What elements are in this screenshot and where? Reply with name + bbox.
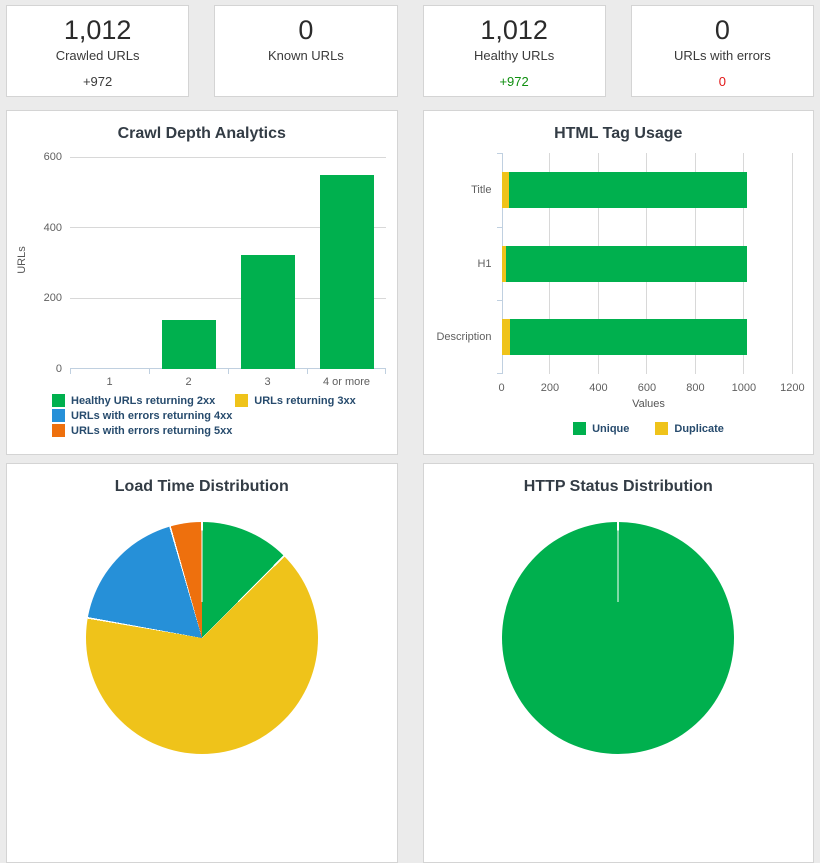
category-label-title: Title (471, 183, 492, 196)
category-label-h1: H1 (477, 257, 492, 270)
segment-duplicate-title[interactable] (501, 171, 509, 208)
category-label-description: Description (436, 331, 492, 344)
stat-value: 1,012 (480, 15, 548, 45)
segment-unique-title[interactable] (508, 171, 747, 208)
legend-item-unique[interactable]: Unique (573, 422, 629, 435)
stat-change: +972 (82, 74, 113, 90)
x-axis-tick (228, 369, 229, 374)
legend-item-urls-with-errors-returning-5xx[interactable]: URLs with errors returning 5xx (52, 424, 232, 437)
chart-title-http-status: HTTP Status Distribution (523, 478, 713, 495)
segment-duplicate-h1[interactable] (501, 245, 507, 282)
x-tick-label: 1 (106, 376, 113, 388)
gridline (70, 156, 386, 158)
stat-label: Crawled URLs (55, 48, 140, 64)
stat-label: URLs with errors (673, 48, 771, 64)
stat-label: Healthy URLs (474, 48, 555, 64)
gridline (70, 297, 386, 299)
crawl-depth-legend: Healthy URLs returning 2xx URLs returning… (52, 394, 390, 437)
legend-label: URLs with errors returning 5xx (71, 424, 233, 437)
chart-title-tag-usage: HTML Tag Usage (554, 125, 683, 142)
x-tick-label: 4 or more (322, 376, 371, 388)
x-tick-label: 2 (185, 376, 192, 388)
chart-title-load-time: Load Time Distribution (114, 478, 289, 495)
bar-depth-3[interactable] (240, 255, 295, 369)
legend-swatch-orange (52, 424, 65, 437)
x-axis-line (70, 368, 386, 369)
legend-label: Duplicate (674, 422, 724, 435)
y-tick-label: 600 (43, 151, 62, 164)
stat-card-crawled-urls[interactable]: 1,012 Crawled URLs +972 (6, 5, 190, 97)
http-status-pie[interactable] (502, 522, 735, 754)
category-axis-tick (496, 153, 502, 154)
legend-swatch-green (52, 394, 65, 407)
y-axis-title-wrap: URLs (9, 151, 35, 369)
stat-change (215, 74, 396, 89)
tag-usage-plot-area: 0 200 400 600 800 1000 1200 Title H1 Description (436, 153, 805, 394)
stat-value: 1,012 (63, 15, 132, 45)
x-tick-label: 3 (264, 376, 271, 388)
tag-usage-legend: Unique Duplicate (502, 422, 796, 435)
x-axis-tick (385, 369, 386, 374)
y-axis-title: URLs (16, 246, 29, 274)
legend-label: Unique (592, 422, 630, 435)
legend-label: URLs returning 3xx (254, 394, 356, 407)
chart-card-http-status: HTTP Status Distribution (422, 463, 814, 863)
stat-value: 0 (298, 15, 314, 45)
bar-depth-4-or-more[interactable] (319, 174, 374, 369)
charts-row: Crawl Depth Analytics URLs 0 200 400 600 1 2 3… (0, 97, 820, 455)
stat-change: +972 (499, 74, 529, 90)
stats-row: 1,012 Crawled URLs +972 0 Known URLs 1,0… (0, 0, 820, 97)
segment-unique-h1[interactable] (506, 245, 747, 282)
stat-card-error-urls[interactable]: 0 URLs with errors 0 (630, 5, 814, 97)
x-axis-tick (307, 369, 308, 374)
legend-swatch-yellow (235, 394, 249, 407)
stat-label: Known URLs (267, 48, 344, 64)
pies-row: Load Time Distribution HTTP Status Distr… (0, 455, 820, 863)
gridline (70, 227, 386, 229)
legend-item-urls-with-errors-returning-4xx[interactable]: URLs with errors returning 4xx (52, 409, 232, 422)
gridline (791, 153, 793, 374)
chart-title-crawl-depth: Crawl Depth Analytics (117, 125, 286, 142)
x-axis-title: Values (632, 398, 665, 410)
stat-change: 0 (718, 74, 726, 90)
crawl-depth-plot-area: 0 200 400 600 1 2 3 4 or more (44, 151, 386, 388)
legend-label: Healthy URLs returning 2xx (71, 394, 216, 407)
x-tick-label: 0 (498, 382, 505, 394)
legend-item-duplicate[interactable]: Duplicate (655, 422, 724, 435)
y-tick-label: 400 (43, 221, 62, 234)
segment-duplicate-description[interactable] (501, 319, 510, 356)
x-tick-label: 1200 (780, 382, 805, 394)
segment-unique-description[interactable] (509, 319, 747, 356)
category-axis-tick (496, 300, 502, 302)
bar-depth-2[interactable] (161, 320, 216, 369)
x-tick-label: 400 (589, 382, 608, 394)
legend-swatch-green (573, 422, 587, 435)
y-tick-label: 0 (55, 363, 62, 375)
chart-card-tag-usage: HTML Tag Usage 0 200 400 600 800 1000 1200 Titl… (422, 110, 814, 455)
x-tick-label: 800 (686, 382, 705, 394)
x-tick-label: 600 (637, 382, 657, 394)
legend-item-healthy-urls-returning-2xx[interactable]: Healthy URLs returning 2xx (52, 394, 215, 407)
legend-swatch-yellow (655, 422, 669, 435)
category-axis-tick (496, 226, 502, 228)
chart-card-crawl-depth: Crawl Depth Analytics URLs 0 200 400 600 1 2 3… (6, 110, 398, 455)
category-axis-tick (496, 373, 502, 374)
stat-value: 0 (714, 15, 730, 45)
chart-card-load-time: Load Time Distribution (6, 463, 398, 863)
x-axis-tick (70, 369, 71, 374)
stat-card-healthy-urls[interactable]: 1,012 Healthy URLs +972 (422, 5, 606, 97)
legend-item-urls-returning-3xx[interactable]: URLs returning 3xx (235, 394, 356, 407)
y-tick-label: 200 (43, 292, 62, 305)
x-tick-label: 200 (540, 382, 560, 394)
x-tick-label: 1000 (731, 382, 757, 394)
stat-card-known-urls[interactable]: 0 Known URLs (214, 5, 398, 97)
legend-label: URLs with errors returning 4xx (71, 409, 233, 422)
load-time-pie[interactable] (85, 522, 318, 754)
legend-swatch-blue (52, 409, 65, 422)
x-axis-tick (149, 369, 150, 374)
